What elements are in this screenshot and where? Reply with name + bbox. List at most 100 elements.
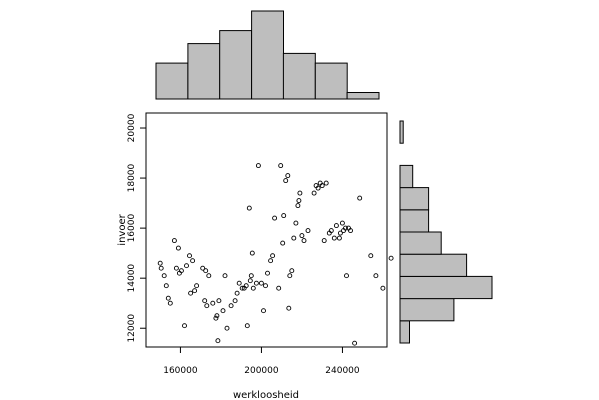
scatter-point [157,260,163,266]
scatter-point [268,258,274,264]
scatter-point [261,308,266,314]
y-histogram-bar [399,231,442,255]
scatter-point [202,298,208,304]
scatter-point [163,283,169,289]
scatter-point [333,223,339,229]
scatter-point [311,190,317,196]
scatter-points [157,163,394,346]
scatter-point [203,268,209,274]
scatter-point [178,268,184,274]
scatter-point [323,180,329,186]
scatter-point [331,235,337,241]
scatter-point [321,238,327,244]
scatter-point [246,205,252,211]
scatter-point [222,273,228,279]
scatter-point [194,283,200,289]
y-histogram-bar [399,187,430,211]
scatter-point [173,265,179,271]
scatter-point [283,178,289,184]
y-histogram-bar [399,298,455,322]
scatter-point [263,283,268,289]
scatter-point [299,233,305,239]
scatter-point [188,290,194,296]
y-tick-label: 18000 [127,163,137,192]
y-tick-label: 20000 [127,113,137,142]
scatter-point [228,303,234,309]
y-histogram-bar [399,209,430,233]
scatter-point [244,323,250,329]
x-tick-label: 240000 [325,366,360,376]
scatter-point [289,268,295,274]
scatter-point [258,280,264,286]
y-histogram-bar [399,253,468,277]
scatter-point [224,325,230,331]
scatter-point [343,225,348,231]
x-histogram-bar [282,52,316,100]
scatter-point [213,315,219,321]
x-axis: 160000 200000 240000 [163,346,360,376]
scatter-point [220,308,226,314]
y-histogram-bar [399,275,493,300]
x-axis-label: werkloosheid [233,390,299,400]
scatter-point [192,288,198,294]
x-histogram-bar [155,62,189,100]
scatter-point [250,285,256,291]
scatter-point [236,280,242,286]
scatter-point [215,338,221,344]
scatter-point [373,273,379,279]
scatter-point [315,185,321,191]
scatter-point [184,263,189,269]
scatter-point [187,253,192,259]
scatter-point [319,183,325,189]
scatter-point [357,195,363,201]
scatter-point [171,238,177,244]
y-tick-label: 14000 [127,264,137,293]
scatter-point [165,295,171,301]
scatter-point [253,280,259,286]
x-histogram-bar [187,43,221,100]
scatter-point [281,213,287,219]
scatter-point [344,273,349,279]
scatter-point [272,215,278,221]
scatter-point [190,258,196,264]
scatter-point [276,285,282,291]
scatter-point [265,270,270,276]
scatter-point [200,265,206,271]
scatter-point [293,220,299,226]
scatter-point [239,285,245,291]
scatter-point [232,298,238,304]
y-axis-label: invoer [117,213,128,245]
scatter-point [278,163,284,169]
scatter-point [287,273,293,279]
scatter-point [248,273,254,279]
scatter-point [328,228,334,234]
scatter-point [182,323,187,329]
scatter-point [380,285,386,291]
scatter-point [295,203,301,209]
scatter-point [352,340,358,346]
x-histogram-bar [219,30,253,100]
y-marginal-histogram [399,120,493,344]
scatter-point [337,230,343,236]
scatter-point [348,228,353,234]
scatter-point [210,300,216,306]
scatter-point [388,255,394,261]
scatter-point [247,278,253,284]
scatter-point [296,198,302,204]
scatter-point [249,250,255,256]
x-histogram-bar [346,92,380,100]
plot-frame [145,112,388,348]
scatter-point [216,298,222,304]
y-tick-label: 12000 [127,314,137,343]
scatter-point [206,273,212,279]
scatter-point [291,235,297,241]
scatter-point [234,290,240,296]
scatter-point [368,253,374,259]
scatter-point [214,313,220,319]
scatter-point [305,228,311,234]
scatter-point [175,245,181,251]
y-tick-label: 16000 [127,214,137,243]
scatter-point [301,238,307,244]
scatter-point [297,190,303,196]
